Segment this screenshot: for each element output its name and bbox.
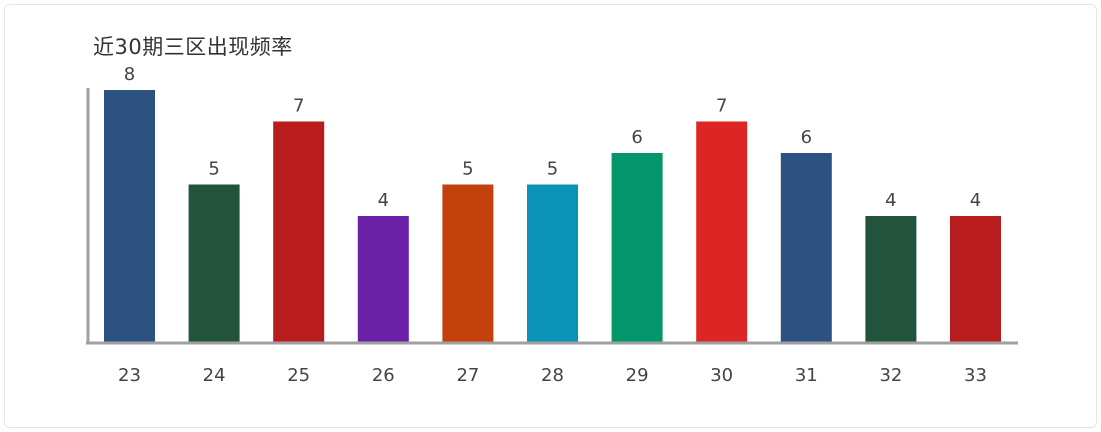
x-tick-label-26: 26 bbox=[372, 365, 395, 386]
data-label-27: 5 bbox=[462, 159, 473, 180]
data-label-33: 4 bbox=[970, 190, 981, 211]
bar-32 bbox=[865, 216, 917, 342]
x-tick-label-25: 25 bbox=[287, 365, 310, 386]
chart-title: 近30期三区出现频率 bbox=[93, 35, 293, 59]
data-label-28: 5 bbox=[547, 159, 558, 180]
x-tick-label-33: 33 bbox=[964, 365, 987, 386]
data-label-26: 4 bbox=[378, 190, 389, 211]
x-tick-label-32: 32 bbox=[879, 365, 902, 386]
bar-31 bbox=[780, 153, 832, 342]
x-tick-label-31: 31 bbox=[795, 365, 818, 386]
bar-26 bbox=[357, 216, 409, 342]
x-tick-label-27: 27 bbox=[456, 365, 479, 386]
data-label-31: 6 bbox=[801, 127, 812, 148]
bar-33 bbox=[950, 216, 1001, 342]
bar-25 bbox=[273, 121, 325, 342]
data-label-25: 7 bbox=[293, 96, 304, 117]
bar-24 bbox=[188, 184, 240, 342]
data-label-29: 6 bbox=[631, 127, 642, 148]
x-tick-label-24: 24 bbox=[203, 365, 226, 386]
x-tick-label-29: 29 bbox=[626, 365, 649, 386]
x-tick-label-30: 30 bbox=[710, 365, 733, 386]
bar-28 bbox=[527, 184, 578, 342]
bar-27 bbox=[442, 184, 494, 342]
x-tick-label-23: 23 bbox=[118, 365, 141, 386]
data-label-30: 7 bbox=[716, 96, 727, 117]
data-label-32: 4 bbox=[885, 190, 896, 211]
x-tick-label-28: 28 bbox=[541, 365, 564, 386]
data-label-23: 8 bbox=[124, 64, 135, 85]
bar-29 bbox=[611, 153, 663, 342]
bar-30 bbox=[696, 121, 748, 342]
data-label-24: 5 bbox=[208, 159, 219, 180]
bar-23 bbox=[104, 90, 155, 342]
